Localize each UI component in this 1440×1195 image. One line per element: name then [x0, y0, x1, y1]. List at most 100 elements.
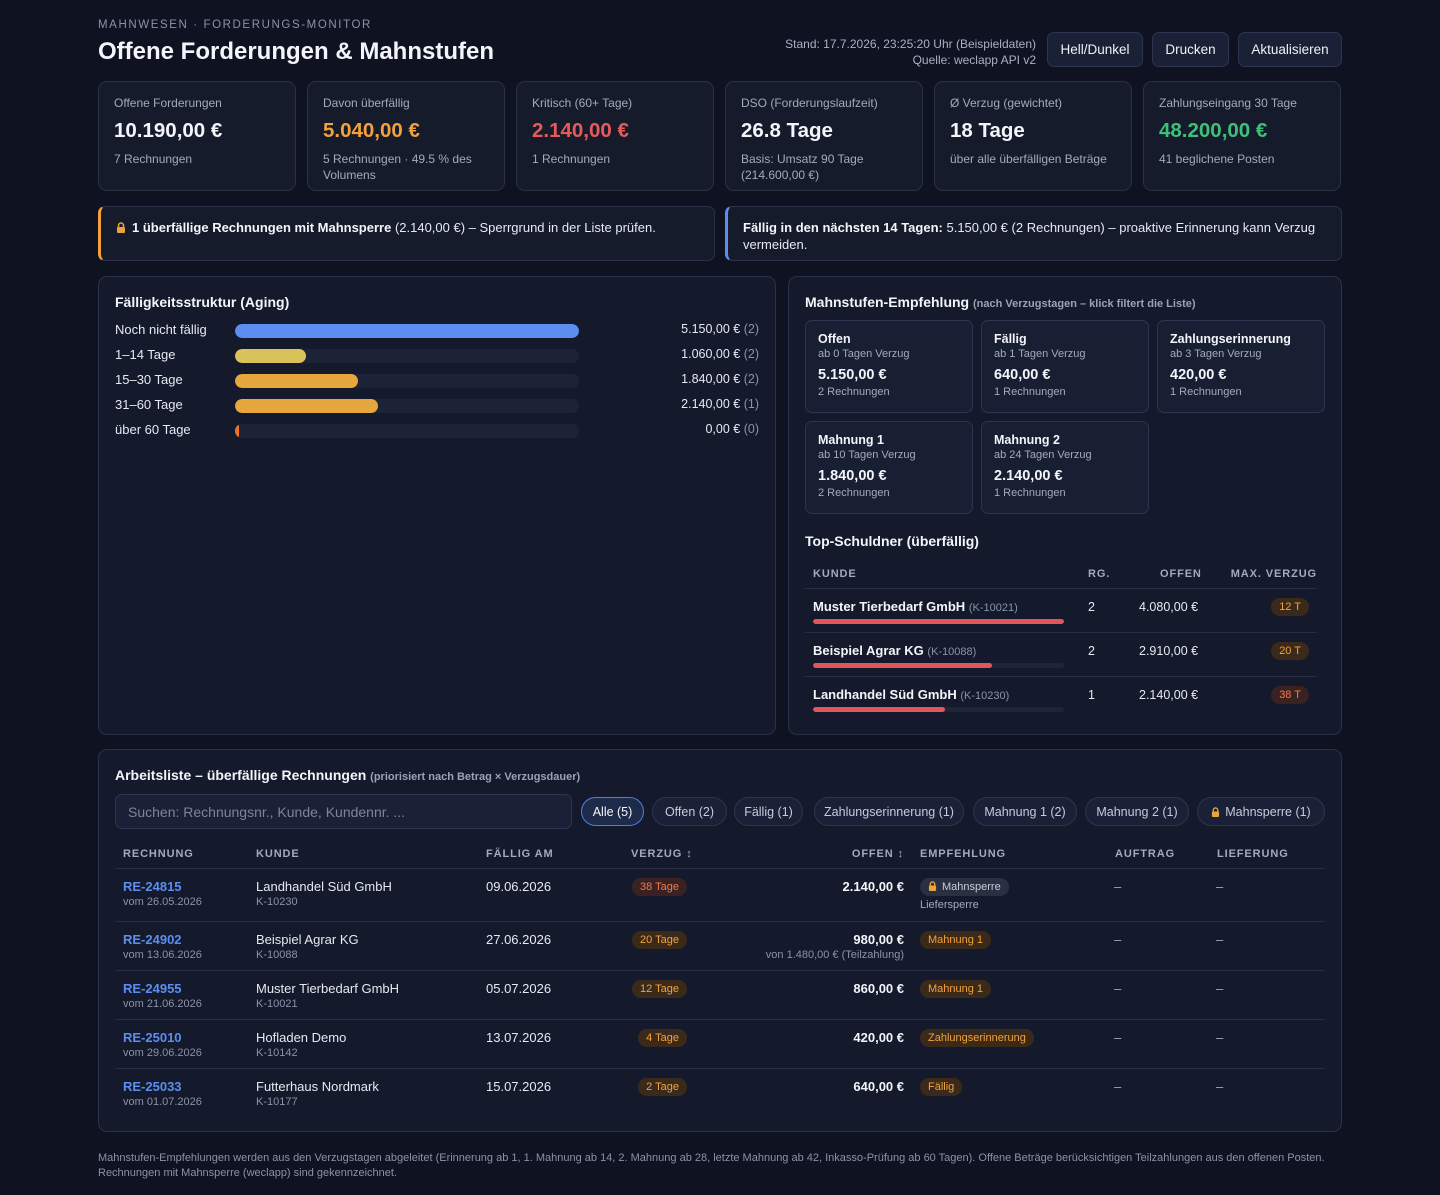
filter-chip[interactable]: Alle (5)	[581, 797, 644, 826]
aging-row: 15–30 Tage 1.840,00 € (2)	[115, 372, 759, 388]
auftrag-cell: –	[1114, 981, 1122, 996]
customer-cell: Hofladen Demo K-10142	[256, 1030, 346, 1059]
aging-bar-track	[235, 324, 579, 338]
worklist-hint: (priorisiert nach Betrag × Verzugsdauer)	[370, 771, 581, 783]
aging-value: 1.060,00 € (2)	[681, 347, 759, 361]
col-auftrag[interactable]: AUFTRAG	[1115, 848, 1176, 860]
refresh-button[interactable]: Aktualisieren	[1238, 32, 1342, 67]
invoice-date: vom 01.07.2026	[123, 1096, 202, 1108]
stage-count: 2 Rechnungen	[818, 386, 890, 398]
filter-chip[interactable]: Zahlungserinnerung (1)	[814, 797, 964, 826]
offen-cell: 420,00 €	[853, 1030, 904, 1045]
empfehlung-badge: Fällig	[920, 1078, 963, 1096]
verzug-cell: 38 Tage	[632, 878, 687, 896]
stage-threshold: ab 0 Tagen Verzug	[818, 348, 910, 360]
stage-value: 5.150,00 €	[818, 367, 887, 383]
empfehlung-label: Mahnung 1	[928, 983, 984, 995]
invoice-link[interactable]: RE-24902	[123, 932, 182, 947]
mahnsperre-alert: 1 überfällige Rechnungen mit Mahnsperre …	[98, 206, 715, 261]
empfehlung-label: Zahlungserinnerung	[928, 1032, 1026, 1044]
invoice-link[interactable]: RE-25033	[123, 1079, 182, 1094]
footer-note: Mahnstufen-Empfehlungen werden aus den V…	[98, 1152, 1325, 1179]
filter-chip[interactable]: Fällig (1)	[734, 797, 803, 826]
aging-value: 1.840,00 € (2)	[681, 372, 759, 386]
worklist-title: Arbeitsliste – überfällige Rechnungen (p…	[115, 767, 580, 783]
auftrag-cell: –	[1114, 932, 1122, 947]
kpi-value: 5.040,00 €	[323, 119, 420, 142]
filter-chip-label: Mahnung 1 (2)	[984, 804, 1066, 819]
kpi-value: 48.200,00 €	[1159, 119, 1268, 142]
offen-note: von 1.480,00 € (Teilzahlung)	[765, 949, 904, 961]
kpi-card: Kritisch (60+ Tage) 2.140,00 € 1 Rechnunge…	[516, 81, 714, 191]
verzug-cell: 2 Tage	[638, 1078, 687, 1096]
offen-cell: 640,00 €	[853, 1079, 904, 1094]
stage-card[interactable]: Mahnung 1 ab 10 Tagen Verzug 1.840,00 € 2 R…	[805, 421, 973, 514]
aging-bar-track	[235, 374, 579, 388]
debtor-rg: 2	[1088, 644, 1095, 658]
col-offen[interactable]: OFFEN ↕	[851, 848, 904, 860]
worklist-panel: Arbeitsliste – überfällige Rechnungen (p…	[98, 749, 1342, 1132]
invoice-link[interactable]: RE-24815	[123, 879, 182, 894]
table-row[interactable]: RE-24815 vom 26.05.2026 Landhandel Süd Gmb…	[115, 868, 1325, 921]
page-title: Offene Forderungen & Mahnstufen	[98, 38, 494, 65]
debtor-name: Muster Tierbedarf GmbH (K-10021)	[813, 599, 1018, 614]
table-row[interactable]: RE-25010 vom 29.06.2026 Hofladen Demo K-101…	[115, 1019, 1325, 1068]
col-verzug[interactable]: VERZUG ↕	[631, 848, 693, 860]
col-faellig[interactable]: FÄLLIG AM	[486, 848, 554, 860]
customer-cell: Beispiel Agrar KG K-10088	[256, 932, 359, 961]
filter-chip[interactable]: Mahnung 2 (1)	[1085, 797, 1189, 826]
filter-chip[interactable]: Offen (2)	[652, 797, 727, 826]
verzug-cell: 12 Tage	[632, 980, 687, 998]
debtor-row[interactable]: Muster Tierbedarf GmbH (K-10021) 2 4.080,0…	[805, 588, 1317, 632]
theme-toggle-button[interactable]: Hell/Dunkel	[1047, 32, 1143, 67]
kpi-sub: Basis: Umsatz 90 Tage (214.600,00 €)	[741, 152, 864, 182]
source-text: Quelle: weclapp API v2	[912, 53, 1036, 67]
empfehlung-badge: Zahlungserinnerung	[920, 1029, 1034, 1047]
kpi-card: Ø Verzug (gewichtet) 18 Tage über alle übe…	[934, 81, 1132, 191]
verzug-badge: 38 Tage	[632, 878, 687, 896]
print-button[interactable]: Drucken	[1152, 32, 1229, 67]
debtor-name-text: Muster Tierbedarf GmbH	[813, 599, 966, 614]
empfehlung-badge: Mahnsperre	[920, 878, 1009, 896]
table-row[interactable]: RE-25033 vom 01.07.2026 Futterhaus Nordmar…	[115, 1068, 1325, 1117]
customer-name: Muster Tierbedarf GmbH	[256, 981, 400, 996]
debtor-bar-track	[813, 663, 1064, 668]
lieferung-cell: –	[1216, 932, 1224, 947]
col-rechnung[interactable]: RECHNUNG	[123, 848, 194, 860]
empfehlung-badge: Mahnung 1	[920, 931, 992, 949]
filter-chip-label: Alle (5)	[592, 804, 633, 819]
col-lieferung[interactable]: LIEFERUNG	[1217, 848, 1289, 860]
worklist-title-text: Arbeitsliste – überfällige Rechnungen	[115, 767, 367, 783]
aging-bar	[235, 424, 239, 438]
col-kunde[interactable]: KUNDE	[256, 848, 300, 860]
empfehlung-cell: Mahnsperre Liefersperre	[920, 878, 1009, 911]
stage-card[interactable]: Mahnung 2 ab 24 Tagen Verzug 2.140,00 € 1 R…	[981, 421, 1149, 514]
kpi-sub: 7 Rechnungen	[114, 152, 193, 166]
debtor-row[interactable]: Landhandel Süd GmbH (K-10230) 1 2.140,00 €…	[805, 676, 1317, 720]
col-empfehlung[interactable]: EMPFEHLUNG	[920, 848, 1006, 860]
kpi-label: Zahlungseingang 30 Tage	[1159, 96, 1297, 110]
debtor-row[interactable]: Beispiel Agrar KG (K-10088) 2 2.910,00 € 20…	[805, 632, 1317, 676]
invoice-link[interactable]: RE-24955	[123, 981, 182, 996]
filter-chip-label: Mahnung 2 (1)	[1096, 804, 1178, 819]
aging-label: 31–60 Tage	[115, 397, 183, 412]
stage-value: 1.840,00 €	[818, 468, 887, 484]
stage-card[interactable]: Fällig ab 1 Tagen Verzug 640,00 € 1 Rechnun…	[981, 320, 1149, 413]
customer-cell: Landhandel Süd GmbH K-10230	[256, 879, 392, 908]
filter-chip[interactable]: Mahnsperre (1)	[1197, 797, 1325, 826]
verzug-badge: 12 Tage	[632, 980, 687, 998]
customer-name: Beispiel Agrar KG	[256, 932, 359, 947]
aging-value: 2.140,00 € (1)	[681, 397, 759, 411]
aging-panel: Fälligkeitsstruktur (Aging) Noch nicht f…	[98, 276, 776, 735]
search-input[interactable]	[115, 794, 572, 829]
aging-bar-track	[235, 349, 579, 363]
verzug-badge: 12 T	[1271, 598, 1309, 616]
filter-chip[interactable]: Mahnung 1 (2)	[973, 797, 1077, 826]
stage-card[interactable]: Offen ab 0 Tagen Verzug 5.150,00 € 2 Rechnu…	[805, 320, 973, 413]
stage-card[interactable]: Zahlungserinnerung ab 3 Tagen Verzug 420,0…	[1157, 320, 1325, 413]
table-row[interactable]: RE-24955 vom 21.06.2026 Muster Tierbedarf …	[115, 970, 1325, 1019]
table-row[interactable]: RE-24902 vom 13.06.2026 Beispiel Agrar KG K…	[115, 921, 1325, 970]
due-date: 15.07.2026	[486, 1079, 552, 1094]
invoice-link[interactable]: RE-25010	[123, 1030, 182, 1045]
debtor-bar-track	[813, 619, 1064, 624]
